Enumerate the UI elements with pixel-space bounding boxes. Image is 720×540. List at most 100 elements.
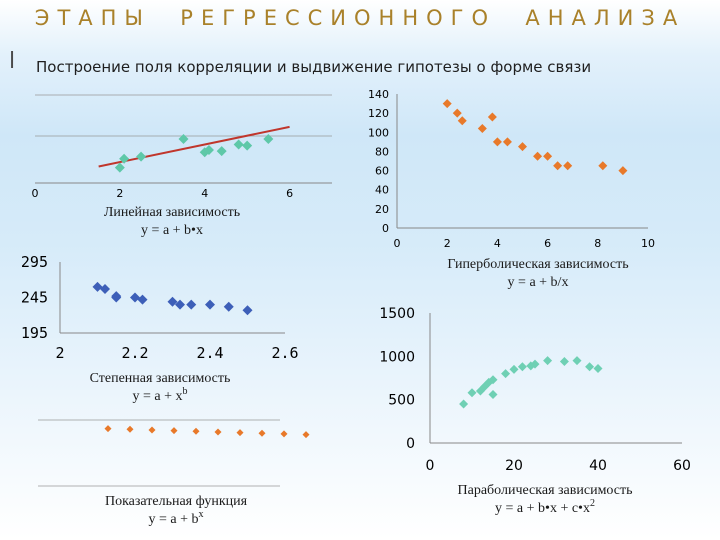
power-x-tick: 2 bbox=[55, 344, 64, 362]
power-y-tick: 245 bbox=[21, 289, 48, 307]
hyperbolic-y-tick: 60 bbox=[375, 165, 389, 178]
parabolic-point bbox=[501, 369, 511, 379]
power-point bbox=[92, 281, 103, 292]
power-x-tick: 2.2 bbox=[121, 344, 148, 362]
hyperbolic-y-tick: 80 bbox=[375, 145, 389, 158]
power-x-tick: 2.4 bbox=[196, 344, 223, 362]
hyperbolic-point bbox=[502, 137, 512, 147]
linear-x-tick: 4 bbox=[201, 187, 208, 200]
power-y-tick: 195 bbox=[21, 324, 48, 342]
linear-point bbox=[263, 134, 274, 144]
parabolic-x-tick: 20 bbox=[505, 458, 523, 474]
exponential-point bbox=[236, 429, 244, 437]
power-point bbox=[100, 283, 110, 294]
linear-trendline bbox=[98, 125, 290, 168]
power-y-tick: 295 bbox=[21, 253, 48, 271]
exponential-point bbox=[258, 429, 266, 437]
hyperbolic-y-tick: 100 bbox=[368, 126, 389, 139]
exponential-point bbox=[192, 427, 200, 435]
parabolic-point bbox=[488, 375, 498, 385]
hyperbolic-y-tick: 120 bbox=[368, 107, 389, 120]
linear-point bbox=[233, 139, 244, 150]
hyperbolic-caption-formula: y = a + b/x bbox=[508, 275, 569, 290]
power-point bbox=[137, 294, 148, 305]
linear-point bbox=[119, 153, 130, 164]
parabolic-point bbox=[543, 356, 553, 366]
power-caption-formula: y = a + xb bbox=[132, 386, 187, 404]
linear-x-tick: 2 bbox=[116, 187, 123, 200]
linear-caption-title: Линейная зависимость bbox=[104, 205, 240, 220]
linear-caption-formula: y = a + b•x bbox=[141, 223, 203, 238]
hyperbolic-caption-title: Гиперболическая зависимость bbox=[447, 257, 628, 272]
power-point bbox=[205, 299, 215, 310]
exponential-point bbox=[170, 427, 178, 435]
exponential-caption-formula: y = a + bx bbox=[148, 509, 203, 527]
hyperbolic-point bbox=[518, 142, 527, 152]
hyperbolic-x-tick: 2 bbox=[444, 237, 451, 250]
linear-point bbox=[136, 151, 147, 162]
parabolic-y-tick: 1500 bbox=[379, 306, 415, 322]
hyperbolic-x-tick: 0 bbox=[394, 237, 401, 250]
linear-point bbox=[203, 145, 214, 155]
linear-point bbox=[242, 140, 253, 151]
power-point bbox=[130, 292, 140, 303]
hyperbolic-point bbox=[543, 151, 553, 161]
hyperbolic-point bbox=[553, 161, 563, 171]
parabolic-caption-formula-exponent: 2 bbox=[590, 498, 595, 509]
parabolic-y-tick: 1000 bbox=[379, 349, 415, 365]
parabolic-point bbox=[572, 356, 582, 366]
hyperbolic-point bbox=[487, 112, 497, 122]
parabolic-chart: 0 500 1000 1500 0 20 40 60 Параболическая зависи… bbox=[379, 306, 691, 516]
power-point bbox=[242, 305, 253, 316]
parabolic-y-tick: 500 bbox=[388, 393, 415, 409]
parabolic-x-tick: 0 bbox=[426, 458, 435, 474]
hyperbolic-x-tick: 6 bbox=[544, 237, 551, 250]
exponential-point bbox=[280, 430, 288, 438]
exponential-caption-formula-exponent: x bbox=[199, 509, 204, 520]
hyperbolic-y-tick: 0 bbox=[382, 222, 389, 235]
exponential-point bbox=[104, 425, 112, 433]
exponential-point bbox=[214, 428, 222, 436]
parabolic-point bbox=[488, 389, 498, 399]
power-point bbox=[223, 301, 234, 312]
power-caption-formula-exponent: b bbox=[183, 386, 188, 397]
power-point bbox=[175, 299, 185, 310]
power-point bbox=[186, 299, 197, 310]
page-title: ЭТАПЫ РЕГРЕССИОННОГО АНАЛИЗА bbox=[34, 6, 686, 30]
parabolic-point bbox=[593, 363, 603, 373]
parabolic-point bbox=[509, 364, 519, 374]
power-point bbox=[111, 292, 122, 303]
parabolic-point bbox=[459, 399, 469, 409]
hyperbolic-x-tick: 4 bbox=[494, 237, 501, 250]
hyperbolic-point bbox=[492, 137, 502, 147]
hyperbolic-y-tick: 20 bbox=[375, 203, 389, 216]
slide-subtitle: Построение поля корреляции и выдвижение … bbox=[36, 58, 592, 76]
linear-point bbox=[178, 134, 189, 144]
linear-x-tick: 0 bbox=[32, 187, 39, 200]
hyperbolic-y-tick: 40 bbox=[375, 184, 389, 197]
parabolic-point bbox=[559, 357, 569, 367]
hyperbolic-point bbox=[598, 161, 608, 171]
parabolic-y-tick: 0 bbox=[406, 436, 415, 452]
parabolic-x-tick: 40 bbox=[589, 458, 607, 474]
parabolic-point bbox=[530, 359, 540, 369]
power-caption-title: Степенная зависимость bbox=[90, 371, 231, 386]
linear-point bbox=[114, 162, 125, 173]
power-x-tick: 2.6 bbox=[271, 344, 298, 362]
exponential-point bbox=[126, 425, 134, 433]
hyperbolic-point bbox=[452, 108, 462, 118]
linear-point bbox=[216, 146, 227, 157]
hyperbolic-point bbox=[477, 123, 487, 133]
hyperbolic-point bbox=[442, 99, 452, 109]
exponential-point bbox=[302, 431, 310, 439]
bullet-marker: l bbox=[9, 49, 16, 74]
power-chart: 195 245 295 2 2.2 2.4 2.6 Степенная зависимость… bbox=[21, 253, 299, 404]
hyperbolic-y-tick: 140 bbox=[368, 88, 389, 101]
power-point bbox=[167, 296, 178, 307]
hyperbolic-chart: 0 20 40 60 80 100 120 140 0 2 4 6 8 10 Гиперболическая… bbox=[368, 88, 655, 290]
hyperbolic-x-tick: 8 bbox=[594, 237, 601, 250]
parabolic-caption-formula: y = a + b•x + c•x2 bbox=[495, 498, 595, 516]
hyperbolic-x-tick: 10 bbox=[641, 237, 655, 250]
